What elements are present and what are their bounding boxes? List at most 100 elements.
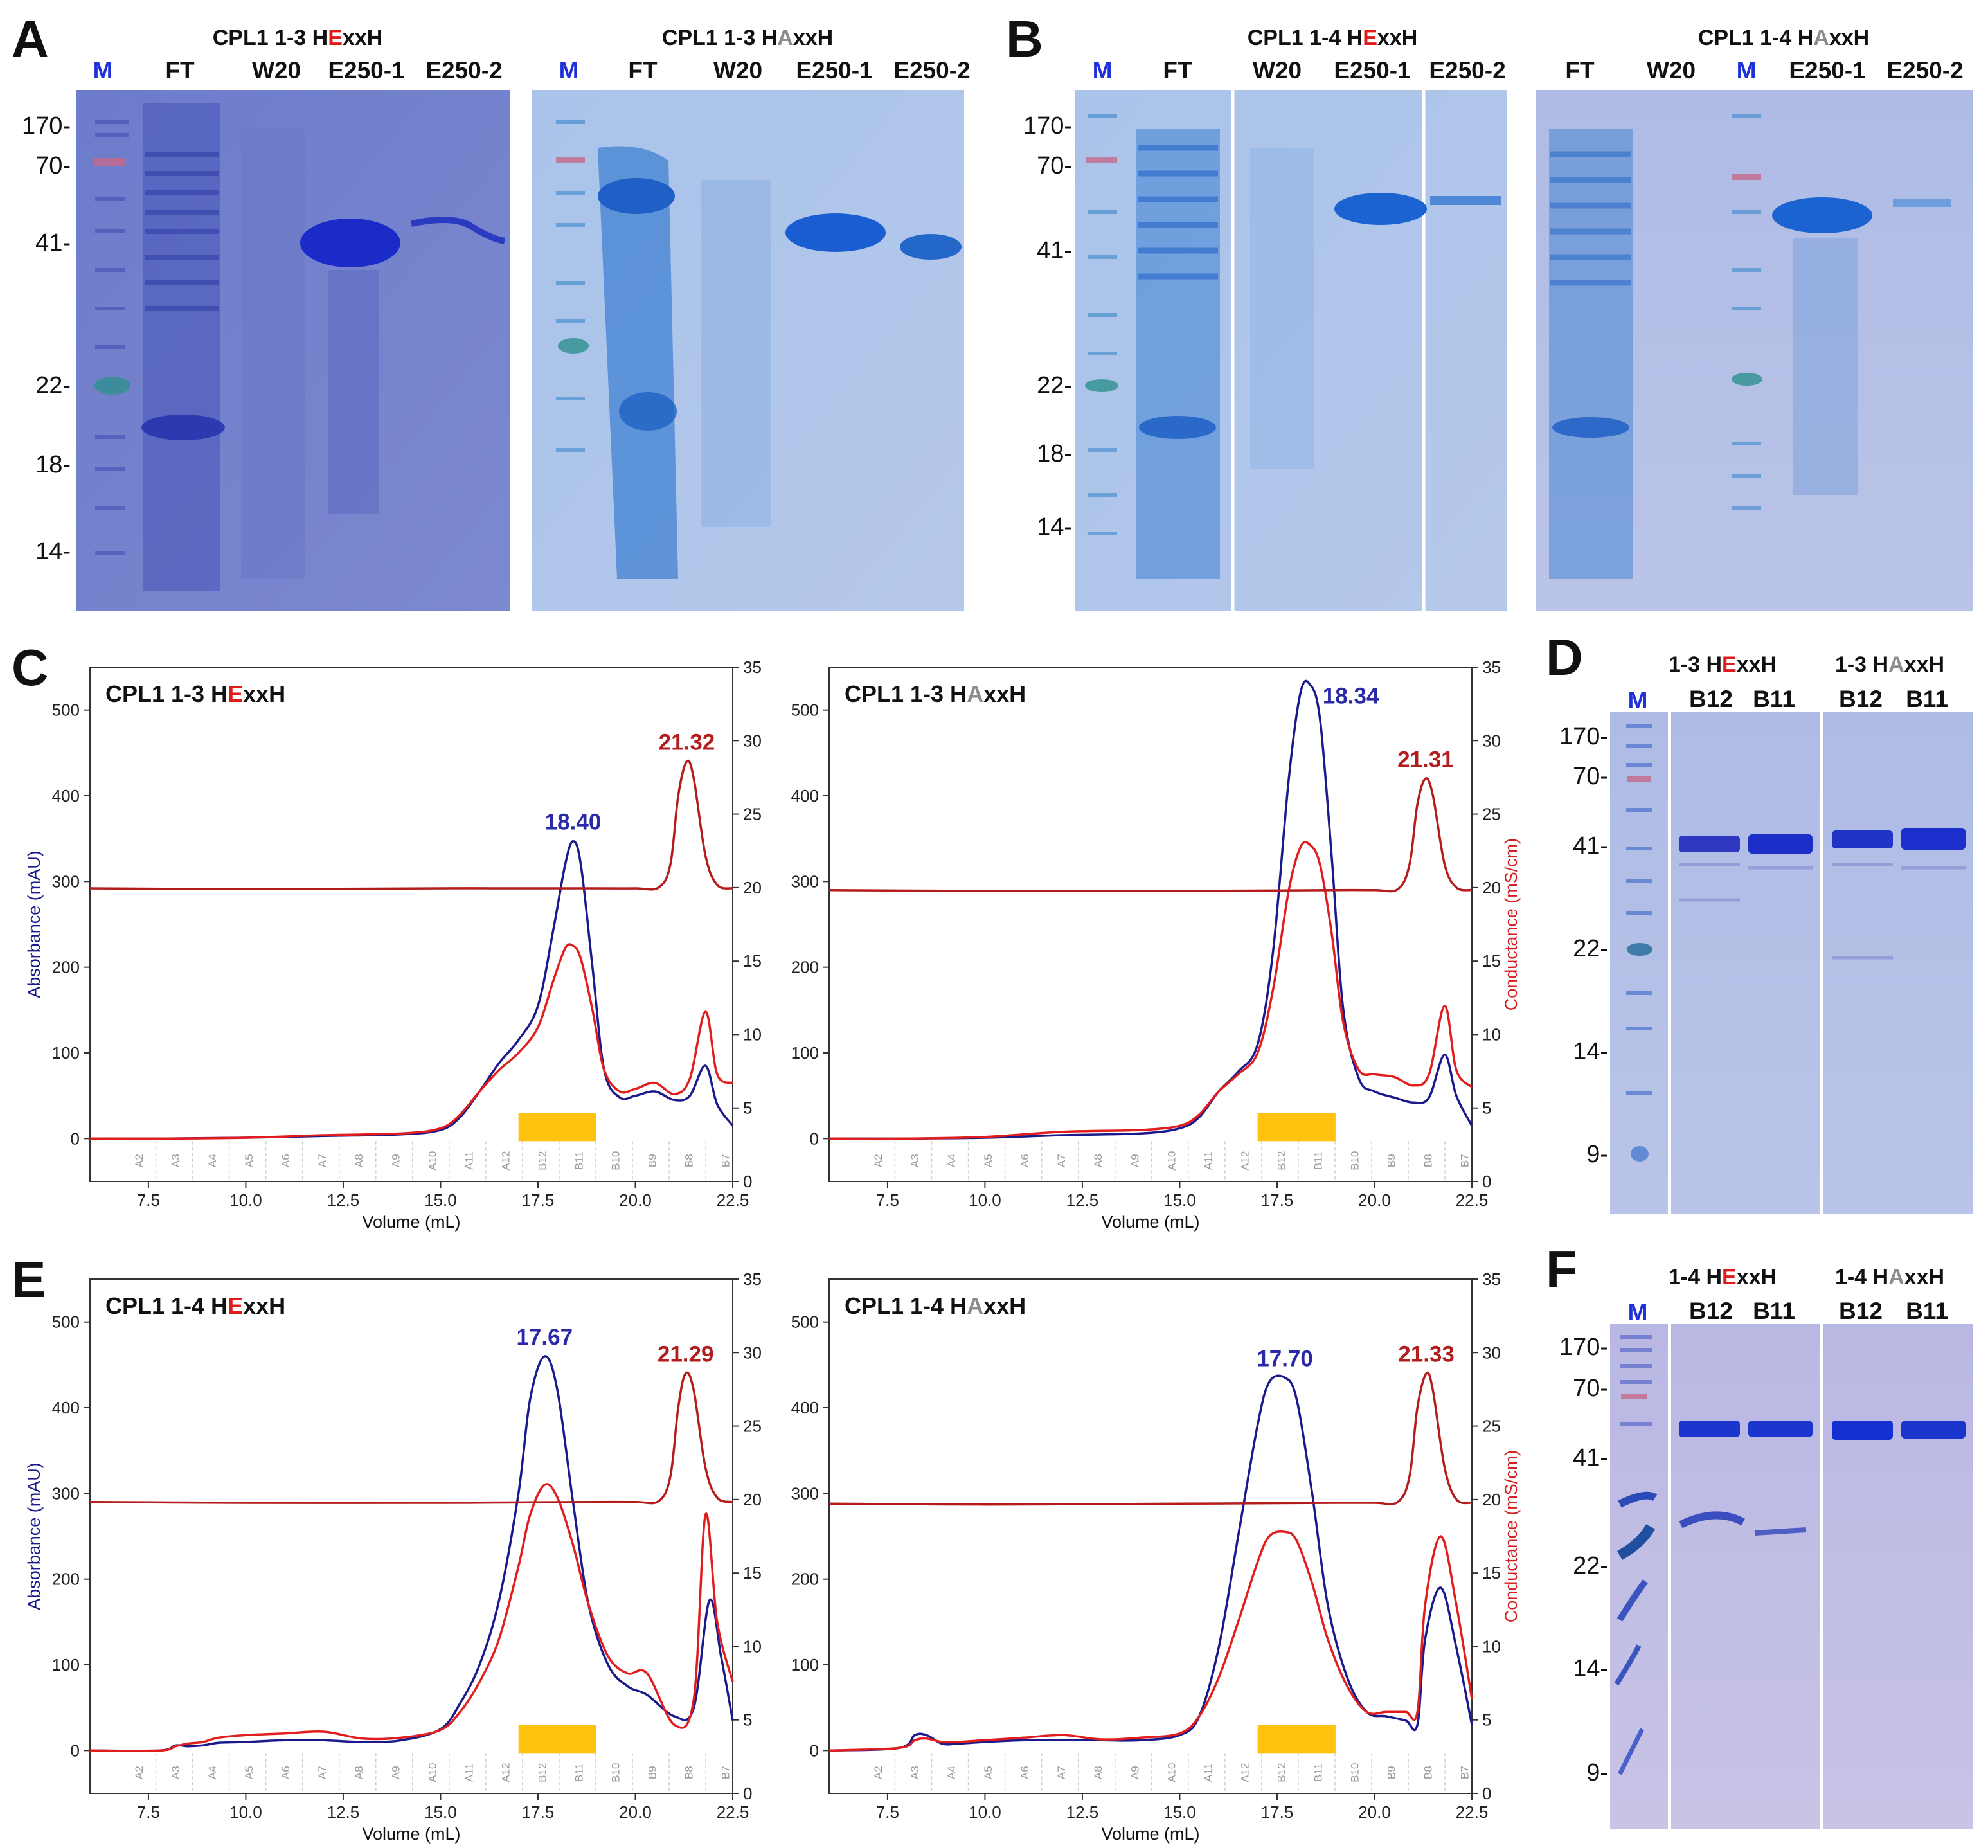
y2-tick-label: 30 (743, 1343, 762, 1362)
chart-title-mutation: E (228, 1293, 243, 1319)
fraction-label: A11 (1202, 1151, 1214, 1170)
mw-marker: 9- (1586, 1759, 1608, 1786)
peak-label: 21.33 (1398, 1342, 1455, 1367)
y2-tick-label: 20 (743, 878, 762, 897)
fraction-label: B12 (536, 1151, 548, 1171)
y2-tick-label: 10 (1482, 1025, 1501, 1044)
conductance-series-line (828, 1371, 1473, 1506)
x-tick-label: 20.0 (619, 1190, 652, 1210)
lane-label: M (1093, 57, 1113, 84)
y-tick-label: 300 (52, 872, 80, 891)
x-tick-label: 22.5 (1456, 1802, 1489, 1822)
lane-label: B12 (1839, 686, 1883, 712)
plot-frame (89, 1278, 733, 1794)
peak-label: 21.31 (1397, 747, 1454, 772)
x-tick-label: 22.5 (717, 1802, 749, 1822)
chart-title-part: xxH (983, 681, 1026, 707)
gel-title-a2: CPL1 1-3 HAxxH (662, 26, 833, 50)
lane-label: W20 (713, 57, 762, 84)
x-tick-label: 20.0 (1358, 1190, 1391, 1210)
y-tick-label: 200 (791, 958, 819, 977)
chart-title: CPL1 1-3 HAxxH (845, 681, 1026, 707)
lane-label: B11 (1753, 686, 1795, 712)
fraction-label: A3 (909, 1766, 921, 1779)
mw-marker: 18- (35, 451, 71, 478)
gel-title-d1: 1-3 HExxH (1669, 652, 1777, 677)
lane-label: B12 (1689, 1298, 1733, 1324)
fraction-label: B8 (1422, 1154, 1435, 1167)
y2-tick-label: 30 (1482, 1343, 1501, 1362)
mw-marker: 14- (1037, 514, 1072, 541)
mw-marker: 14- (1573, 1655, 1608, 1682)
x-tick-label: 10.0 (229, 1802, 262, 1822)
plot-frame (828, 667, 1473, 1182)
absorbance-secondary-series-line (828, 1530, 1473, 1752)
lane-label: M (1628, 1299, 1648, 1325)
y-tick-label: 300 (791, 872, 819, 891)
lane-label: E250-1 (796, 57, 872, 84)
fraction-label: B10 (1349, 1763, 1361, 1782)
peak-label: 21.29 (658, 1342, 714, 1367)
panel-a: A CPL1 1-3 HExxH CPL1 1-3 HAxxH M FT W20… (12, 10, 971, 611)
chart-e-hexxh: A2 A3 A4 A5 A6 A7 A8 A9 A10 A11 A12 B12 B11 B10 B9 B8 B7… (24, 1269, 762, 1844)
mw-marker: 22- (1037, 372, 1072, 399)
panel-letter-e: E (12, 1251, 46, 1308)
collected-fraction-bar (1257, 1725, 1336, 1754)
y2-tick-label: 30 (743, 731, 762, 750)
chart-title-mutation: A (967, 1293, 983, 1319)
y2-tick-label: 25 (1482, 1417, 1501, 1436)
fraction-label: B12 (1275, 1763, 1287, 1782)
fraction-label: B9 (647, 1766, 659, 1779)
x-axis-title: Volume (mL) (362, 1824, 460, 1844)
mw-marker: 41- (1573, 1444, 1608, 1471)
y2-tick-label: 15 (743, 951, 762, 971)
x-tick-label: 20.0 (619, 1802, 652, 1822)
y-tick-label: 500 (791, 701, 819, 720)
y-tick-label: 200 (52, 958, 80, 977)
y-tick-label: 400 (52, 1398, 80, 1417)
y-tick-label: 100 (791, 1655, 819, 1674)
chart-title-part: xxH (243, 681, 285, 707)
y2-axis-title: Conductance (mS/cm) (1501, 838, 1521, 1011)
fraction-label: B9 (1386, 1766, 1398, 1779)
fraction-label: A7 (316, 1766, 328, 1779)
x-tick-label: 7.5 (137, 1802, 160, 1822)
lane-label: FT (1565, 57, 1595, 84)
chart-title-part: CPL1 1-4 H (845, 1293, 967, 1319)
collected-fraction-bar (518, 1725, 596, 1754)
plot-frame (89, 667, 733, 1182)
gel-image-a1 (76, 90, 510, 611)
y-tick-label: 300 (791, 1484, 819, 1503)
y2-tick-label: 20 (1482, 1490, 1501, 1509)
lane-label: B11 (1753, 1298, 1795, 1324)
fraction-label: A11 (463, 1151, 475, 1170)
y2-tick-label: 20 (1482, 878, 1501, 897)
mw-marker: 14- (1573, 1038, 1608, 1065)
peak-label: 21.32 (659, 730, 715, 755)
peak-label: 17.67 (516, 1325, 573, 1350)
lane-label: M (93, 57, 113, 84)
x-tick-label: 17.5 (522, 1190, 555, 1210)
lane-label: FT (628, 57, 658, 84)
plot-frame (828, 1278, 1473, 1794)
chart-title-part: CPL1 1-3 H (845, 681, 967, 707)
x-tick-label: 12.5 (327, 1190, 360, 1210)
mw-marker: 18- (1037, 440, 1072, 467)
fraction-label: A6 (280, 1766, 292, 1779)
fraction-label: A2 (133, 1154, 145, 1167)
x-tick-label: 17.5 (1261, 1190, 1294, 1210)
collected-fraction-bar (518, 1113, 596, 1142)
fraction-label: B8 (1422, 1766, 1435, 1779)
gel-image-b2 (1536, 90, 1973, 611)
y-tick-label: 0 (71, 1741, 80, 1760)
x-tick-label: 15.0 (424, 1802, 457, 1822)
gel-title-f2: 1-4 HAxxH (1835, 1265, 1944, 1289)
y2-tick-label: 5 (743, 1710, 752, 1730)
mw-marker: 22- (1573, 935, 1608, 962)
lane-label: E250-1 (1789, 57, 1865, 84)
fraction-label: B11 (1312, 1763, 1324, 1782)
gel-title-b1: CPL1 1-4 HExxH (1248, 26, 1418, 50)
lane-label: E250-2 (893, 57, 970, 84)
y-axis-title: Absorbance (mAU) (24, 850, 44, 998)
absorbance-series-line (828, 679, 1473, 1140)
